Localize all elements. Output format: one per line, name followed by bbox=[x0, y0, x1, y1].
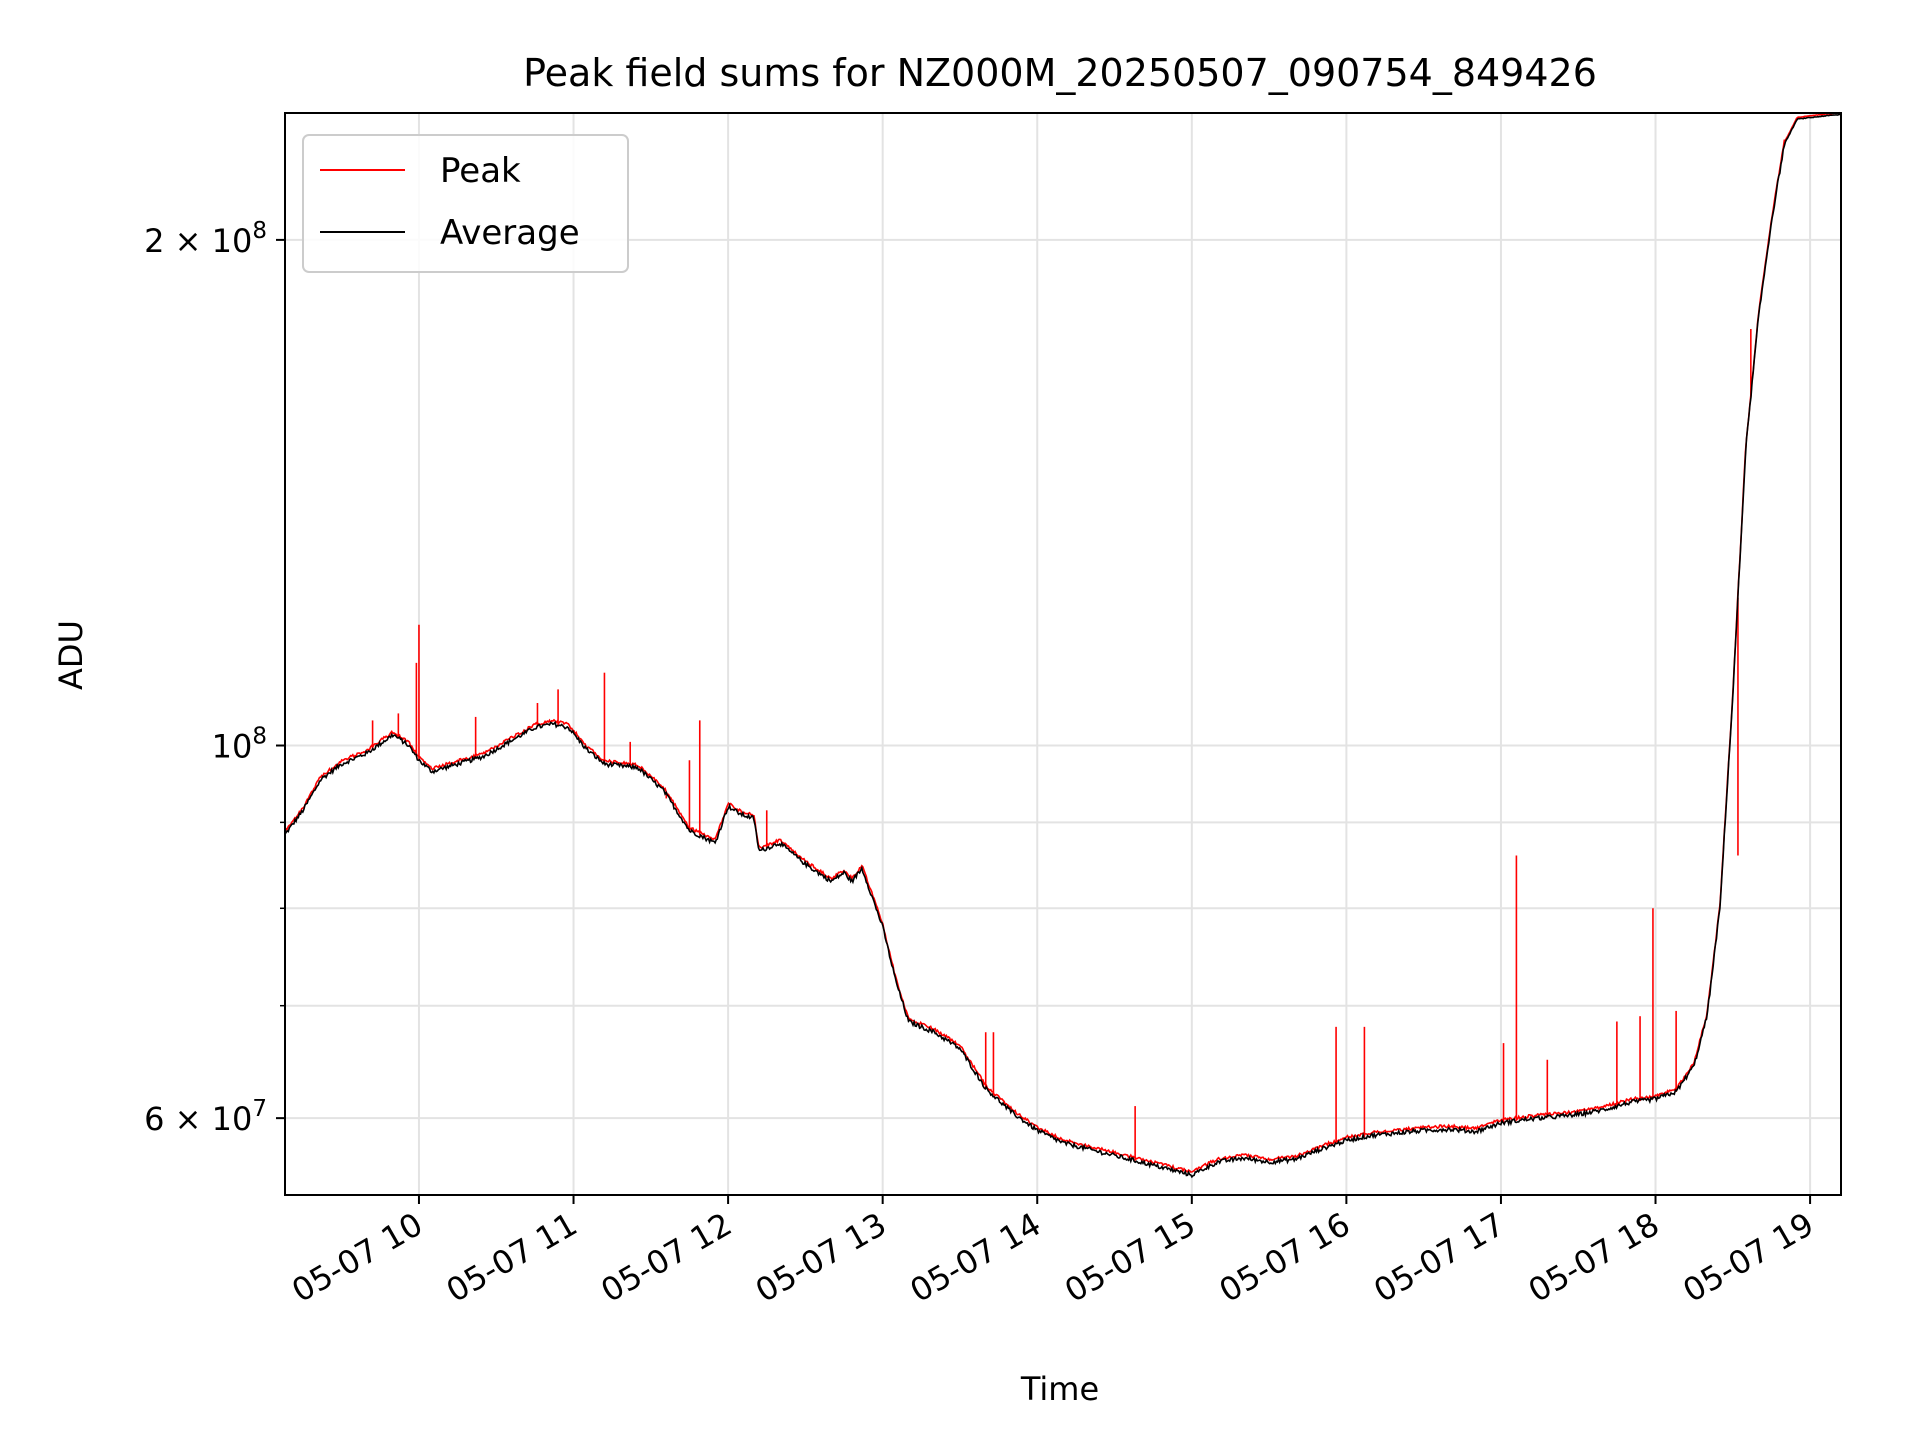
chart-title: Peak field sums for NZ000M_20250507_0907… bbox=[523, 51, 1597, 95]
y-tick-label: 6 × 107 bbox=[144, 1096, 267, 1138]
x-axis-label: Time bbox=[1020, 1370, 1099, 1408]
y-axis-label: ADU bbox=[52, 620, 90, 690]
x-tick-label: 05-07 10 bbox=[285, 1205, 429, 1310]
x-tick-label: 05-07 16 bbox=[1213, 1205, 1357, 1310]
legend-average-label: Average bbox=[440, 213, 580, 253]
peak-series-line bbox=[284, 111, 1842, 1173]
x-tick-label: 05-07 11 bbox=[440, 1205, 584, 1310]
x-tick-label: 05-07 12 bbox=[594, 1205, 738, 1310]
x-tick-label: 05-07 13 bbox=[749, 1205, 893, 1310]
x-tick-label: 05-07 14 bbox=[904, 1205, 1048, 1310]
x-tick-label: 05-07 18 bbox=[1522, 1205, 1666, 1310]
average-series-line bbox=[284, 113, 1841, 1179]
y-tick-label-base: 6 × 10 bbox=[144, 1100, 252, 1138]
legend-peak-label: Peak bbox=[440, 151, 521, 191]
y-tick-label: 2 × 108 bbox=[144, 218, 267, 260]
y-tick-label-base: 10 bbox=[212, 728, 253, 766]
axis-layer: 05-07 10 05-07 11 05-07 12 05-07 13 05-07 14… bbox=[144, 218, 1820, 1310]
grid-layer bbox=[285, 113, 1841, 1195]
y-tick-label-exponent: 7 bbox=[252, 1096, 267, 1122]
y-tick-label-base: 2 × 10 bbox=[144, 222, 252, 260]
plot-area-frame bbox=[284, 112, 1842, 1196]
x-tick-label: 05-07 15 bbox=[1058, 1205, 1202, 1310]
x-tick-label: 05-07 17 bbox=[1367, 1205, 1511, 1310]
y-tick-label-exponent: 8 bbox=[252, 724, 267, 750]
legend: Peak Average bbox=[302, 134, 629, 273]
y-tick-label: 108 bbox=[212, 724, 267, 766]
series-layer bbox=[284, 111, 1842, 1179]
y-tick-label-exponent: 8 bbox=[252, 218, 267, 244]
x-tick-label: 05-07 19 bbox=[1676, 1205, 1820, 1310]
